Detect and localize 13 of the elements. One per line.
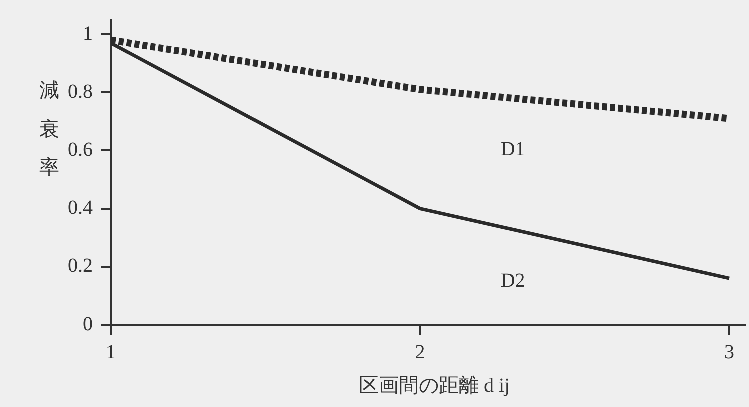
y-tick-label: 0: [83, 313, 93, 336]
y-tick-label: 1: [83, 22, 93, 45]
x-tick-label: 1: [106, 341, 116, 364]
y-tick-label: 0.6: [68, 138, 93, 161]
x-axis-title: 区画間の距離 d ij: [358, 374, 512, 399]
y-tick-label: 0.2: [68, 255, 93, 278]
series-label: D1: [500, 138, 526, 161]
series-label: D2: [500, 270, 526, 292]
y-tick-label: 0.8: [68, 80, 93, 103]
x-tick-label: 2: [415, 341, 426, 364]
x-tick-label: 3: [724, 341, 735, 364]
y-tick-label: 0.4: [68, 197, 93, 220]
y-axis-title: 減衰率: [37, 64, 61, 178]
